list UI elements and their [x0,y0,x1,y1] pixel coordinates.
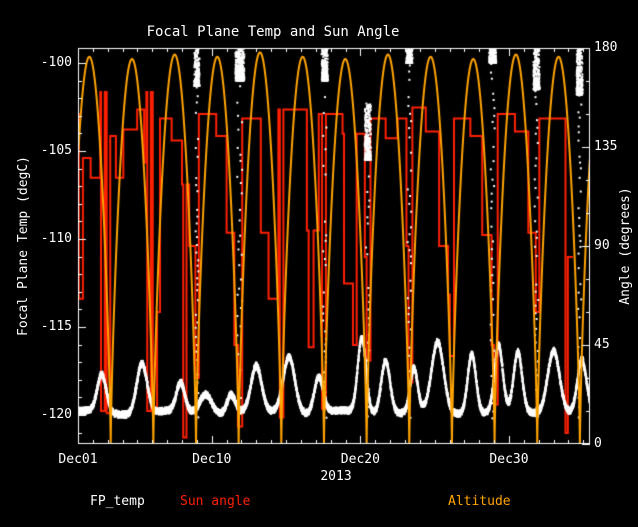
y-right-tick-label: 180 [594,40,618,55]
y-right-axis-title: Angle (degrees) [618,187,633,305]
x-axis-title: 2013 [320,469,352,484]
y-right-tick-label: 0 [594,436,602,451]
y-right-tick-label: 45 [594,337,610,352]
x-tick-label: Dec20 [340,452,380,467]
chart-title: Focal Plane Temp and Sun Angle [146,24,400,40]
x-tick-label: Dec30 [489,452,529,467]
y-left-tick-label: -115 [40,318,72,334]
y-right-tick-label: 90 [594,238,610,253]
y-left-tick-label: -110 [40,230,72,246]
y-left-axis-title: Focal Plane Temp (degC) [16,155,31,337]
x-tick-label: Dec01 [58,452,98,467]
y-right-tick-label: 135 [594,139,618,154]
y-left-tick-label: -120 [40,406,72,422]
y-left-tick-label: -100 [40,54,72,70]
legend-item-altitude: Altitude [448,494,511,509]
legend-item-fp-temp: FP_temp [90,494,145,509]
legend-item-sun-angle: Sun angle [180,494,251,509]
y-left-tick-label: -105 [40,142,72,158]
x-tick-label: Dec10 [192,452,232,467]
